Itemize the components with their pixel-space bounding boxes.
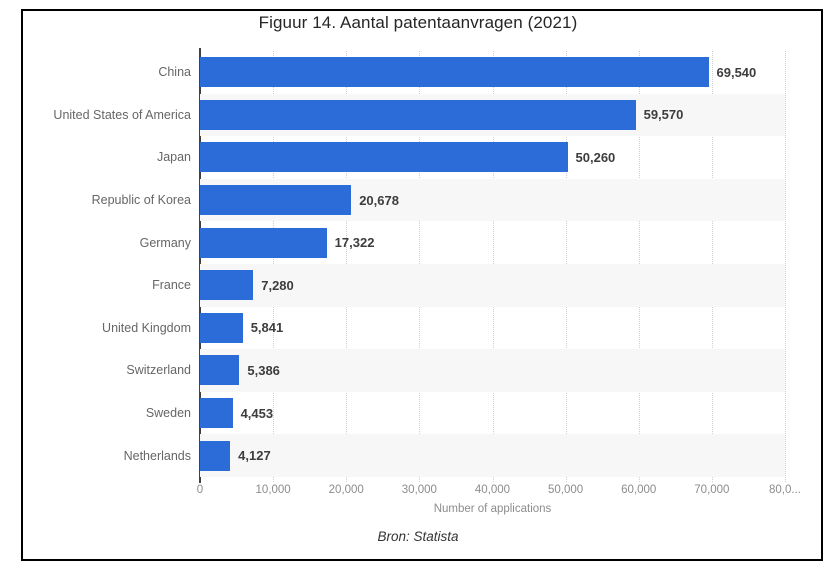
value-label: 17,322	[334, 235, 375, 251]
value-label: 50,260	[575, 149, 616, 165]
x-tick-label: 30,000	[401, 484, 437, 496]
bar-rows: China 69,540 United States of America 59…	[53, 51, 785, 477]
x-tick-label: 60,000	[621, 484, 657, 496]
bar	[200, 227, 327, 258]
category-label: Republic of Korea	[91, 193, 191, 208]
chart-row: Netherlands 4,127	[124, 434, 785, 477]
bar	[200, 99, 636, 130]
x-axis-title: Number of applications	[433, 503, 552, 515]
category-label: France	[152, 278, 191, 293]
chart-row: Japan 50,260	[157, 136, 785, 179]
bar	[200, 57, 709, 88]
value-label: 69,540	[716, 64, 757, 80]
chart-row: France 7,280	[152, 263, 785, 307]
bar	[200, 185, 352, 216]
x-tick-label: 40,000	[474, 484, 511, 496]
bar	[200, 355, 240, 386]
value-label: 59,570	[643, 107, 684, 123]
value-label: 5,841	[250, 320, 284, 336]
chart-row: United Kingdom 5,841	[102, 307, 785, 350]
bar	[200, 312, 243, 343]
category-label: Japan	[156, 150, 191, 165]
bar	[200, 142, 568, 173]
source-credit: Bron: Statista	[377, 529, 459, 544]
x-tick-label: 80,0...	[769, 484, 801, 496]
value-label: 20,678	[359, 192, 399, 208]
chart-row: United States of America 59,570	[53, 93, 785, 137]
bar	[200, 270, 254, 301]
x-tick-label: 20,000	[328, 484, 364, 496]
category-label: China	[158, 65, 191, 80]
x-tick-label: 70,000	[694, 484, 730, 496]
value-label: 4,453	[240, 405, 274, 421]
category-label: Netherlands	[123, 448, 191, 463]
chart-row: Sweden 4,453	[146, 392, 785, 435]
x-axis-ticks: 0 10,000 20,000 30,000 40,000 50,000 60,000 70,…	[196, 484, 801, 498]
category-label: Germany	[139, 235, 191, 250]
x-tick-label: 0	[196, 484, 204, 496]
category-label: Switzerland	[126, 363, 191, 378]
bar	[200, 398, 233, 429]
chart-row: Republic of Korea 20,678	[92, 178, 785, 222]
figure-border-frame	[21, 9, 823, 561]
value-label: 4,127	[238, 448, 271, 464]
category-label: United States of America	[53, 107, 191, 122]
x-tick-label: 50,000	[548, 484, 584, 496]
category-label: Sweden	[145, 406, 191, 421]
chart-row: China 69,540	[158, 51, 785, 94]
category-label: United Kingdom	[102, 320, 191, 335]
plot-area: China 69,540 United States of America 59…	[53, 48, 786, 483]
chart-row: Switzerland 5,386	[126, 349, 785, 392]
chart-row: Germany 17,322	[140, 221, 785, 264]
chart-title: Figuur 14. Aantal patentaanvragen (2021)	[258, 13, 578, 32]
x-tick-label: 10,000	[255, 484, 291, 496]
bar	[200, 440, 231, 471]
value-label: 7,280	[261, 277, 294, 293]
value-label: 5,386	[247, 362, 280, 378]
